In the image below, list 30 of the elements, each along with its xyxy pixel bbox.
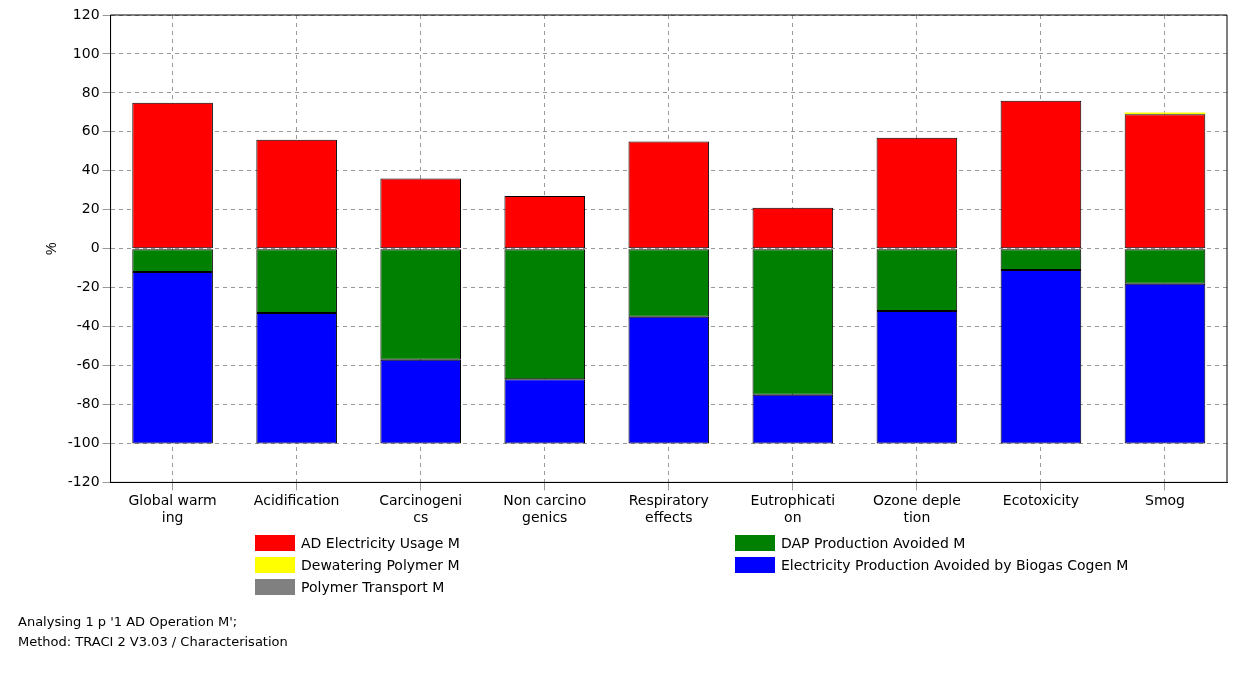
legend-label: DAP Production Avoided M <box>781 535 966 551</box>
x-tick-label: Respiratory effects <box>628 492 709 526</box>
x-tick-label: Non carcino genics <box>503 492 587 526</box>
text: Analysing 1 p '1 AD Operation M'; <box>18 613 239 631</box>
y-tick-label: -120 <box>67 473 100 490</box>
y-axis-title: % <box>43 242 60 255</box>
x-tick-label: Acidification <box>253 492 340 509</box>
y-tick-label: -60 <box>76 356 100 373</box>
y-tick-label: 40 <box>81 161 100 178</box>
y-tick-label: 0 <box>90 239 100 256</box>
y-tick-label: 60 <box>81 122 100 139</box>
x-tick-label: Carcinogeni cs <box>379 492 463 526</box>
legend-label: Electricity Production Avoided by Biogas Cogen M <box>781 557 1129 573</box>
y-tick-label: -20 <box>76 278 100 295</box>
x-tick-label: Eutrophicati on <box>750 492 836 526</box>
y-tick-label: 100 <box>72 44 100 61</box>
y-tick-label: 20 <box>81 200 100 217</box>
legend-label: Polymer Transport M <box>301 579 445 595</box>
legend-label: Dewatering Polymer M <box>301 557 460 573</box>
x-tick-label: Ecotoxicity <box>1002 492 1080 509</box>
x-tick-label: Global warm ing <box>128 492 217 526</box>
y-tick-label: -40 <box>76 317 100 334</box>
y-tick-label: 80 <box>81 83 100 100</box>
text: Method: TRACI 2 V3.03 / Characterisation <box>18 633 288 651</box>
y-tick-label: -100 <box>67 434 100 451</box>
x-tick-label: Smog <box>1144 492 1185 509</box>
y-tick-label: -80 <box>76 395 100 412</box>
x-tick-label: Ozone deple tion <box>873 492 961 526</box>
y-tick-label: 120 <box>72 5 100 22</box>
legend-label: AD Electricity Usage M <box>301 535 460 551</box>
